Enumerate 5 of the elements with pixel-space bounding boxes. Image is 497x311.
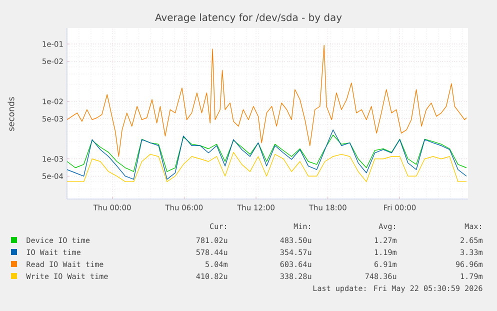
line-series xyxy=(67,134,467,172)
y-axis-title: seconds xyxy=(8,97,14,131)
line-series xyxy=(67,130,467,180)
line-series xyxy=(67,44,467,157)
chart-title: Average latency for /dev/sda - by day xyxy=(155,13,342,24)
